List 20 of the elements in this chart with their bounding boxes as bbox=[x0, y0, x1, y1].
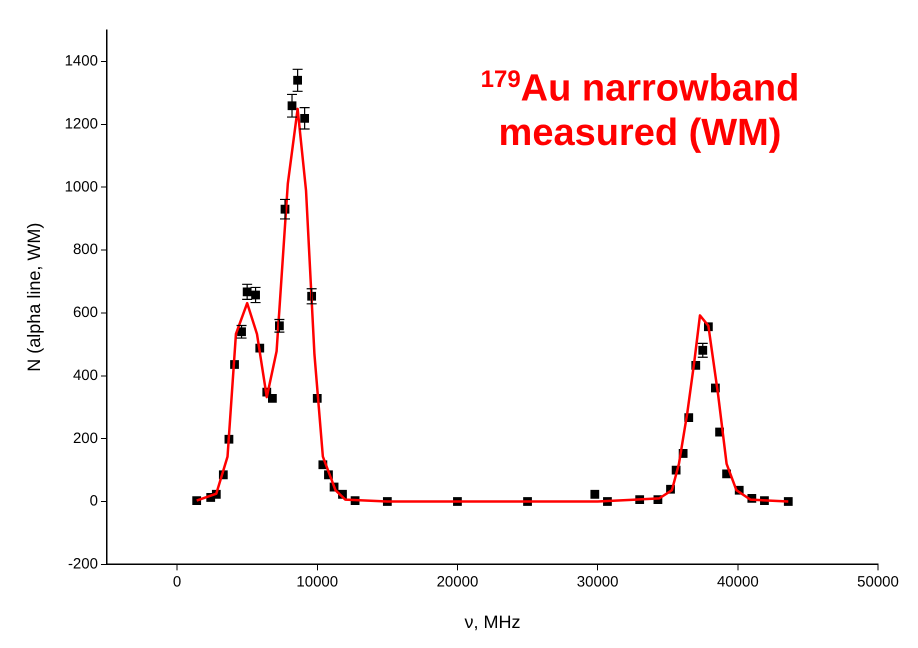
x-tick-label: 0 bbox=[172, 574, 182, 591]
y-tick-label: 1400 bbox=[64, 52, 98, 70]
x-tick-label: 50000 bbox=[857, 574, 899, 591]
point bbox=[590, 490, 600, 499]
x-tick-label: 20000 bbox=[436, 574, 478, 591]
y-tick-label: 400 bbox=[72, 366, 98, 384]
y-tick-label: 600 bbox=[72, 304, 98, 322]
x-tick-label: 40000 bbox=[716, 574, 759, 591]
text: $^{179}$Au narrowband measured (WM) bbox=[480, 65, 800, 155]
y-tick-label: 800 bbox=[72, 241, 98, 258]
point bbox=[268, 394, 277, 403]
y-tick-label: 0 bbox=[90, 492, 98, 510]
y-axis-title: N (alpha line, WM) bbox=[24, 222, 44, 372]
x-tick-label: 30000 bbox=[576, 574, 618, 591]
y-tick-label: 1200 bbox=[64, 115, 98, 132]
y-tick-label: 1000 bbox=[64, 178, 98, 196]
x-tick-label: 10000 bbox=[296, 574, 338, 591]
x-axis-title: ν, MHz bbox=[464, 612, 520, 632]
y-tick-label: 200 bbox=[72, 430, 98, 447]
y-tick-label: -200 bbox=[68, 556, 98, 573]
